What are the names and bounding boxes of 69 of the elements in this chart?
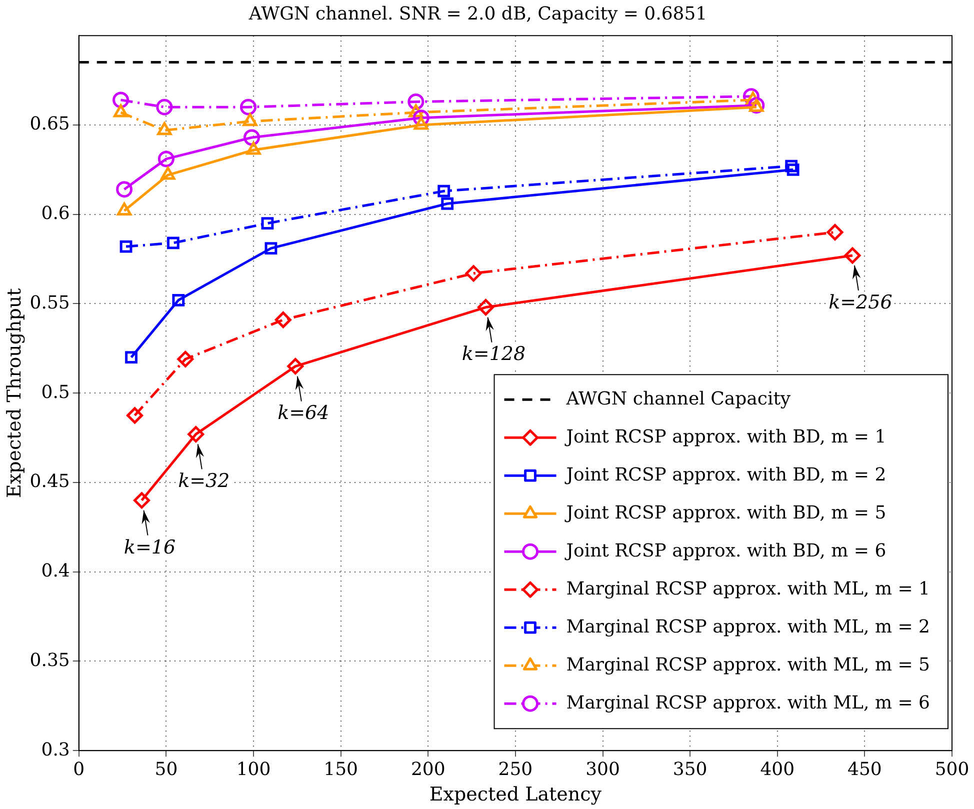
point xyxy=(274,312,292,328)
legend-label: AWGN channel Capacity xyxy=(565,388,792,410)
legend-label: Joint RCSP approx. with BD, m = 6 xyxy=(564,540,886,562)
annotation: k=128 xyxy=(462,343,526,366)
point xyxy=(246,142,261,155)
point xyxy=(158,150,174,168)
point xyxy=(414,116,428,130)
point xyxy=(786,163,800,176)
legend-label: Joint RCSP approx. with BD, m = 5 xyxy=(564,502,886,524)
point xyxy=(160,166,176,180)
point xyxy=(438,184,450,198)
x-axis-title: Expected Latency xyxy=(429,784,602,806)
x-tick-label: 250 xyxy=(498,759,533,780)
y-tick-label: 0.35 xyxy=(30,650,70,671)
legend-label: Marginal RCSP approx. with ML, m = 1 xyxy=(566,578,930,600)
point xyxy=(478,299,494,316)
annotation: k=256 xyxy=(828,291,892,314)
legend-label: Marginal RCSP approx. with ML, m = 2 xyxy=(566,616,930,638)
point xyxy=(156,98,173,116)
legend-label: Marginal RCSP approx. with ML, m = 6 xyxy=(566,692,930,714)
point xyxy=(242,113,258,126)
x-tick-label: 450 xyxy=(848,759,882,780)
point xyxy=(133,492,150,509)
x-tick-label: 300 xyxy=(586,759,620,780)
x-tick-label: 50 xyxy=(154,759,178,780)
x-tick-label: 400 xyxy=(760,759,795,780)
y-tick-label: 0.3 xyxy=(41,739,70,760)
x-tick-label: 200 xyxy=(410,759,446,780)
y-tick-label: 0.45 xyxy=(30,471,70,492)
point xyxy=(166,236,180,250)
point xyxy=(116,181,133,198)
point xyxy=(826,224,844,240)
annotation: k=32 xyxy=(178,470,230,492)
point xyxy=(240,98,257,116)
x-tick-label: 150 xyxy=(324,759,358,780)
point xyxy=(244,129,260,146)
point xyxy=(844,247,861,264)
legend-label: Joint RCSP approx. with BD, m = 1 xyxy=(564,426,886,448)
point xyxy=(264,242,278,255)
legend-label: Joint RCSP approx. with BD, m = 2 xyxy=(564,464,886,486)
point xyxy=(188,426,204,442)
point xyxy=(125,351,138,364)
x-tick-label: 500 xyxy=(934,759,970,780)
annotation: k=64 xyxy=(278,402,330,424)
point xyxy=(157,122,172,136)
point xyxy=(126,407,144,424)
legend-label: Marginal RCSP approx. with ML, m = 5 xyxy=(566,654,930,676)
y-tick-label: 0.4 xyxy=(41,560,70,582)
y-tick-label: 0.5 xyxy=(41,382,70,403)
y-tick-label: 0.6 xyxy=(41,203,70,224)
point xyxy=(120,240,132,253)
y-tick-label: 0.65 xyxy=(30,114,70,135)
x-tick-label: 0 xyxy=(73,759,85,780)
point xyxy=(287,358,304,375)
point xyxy=(785,160,798,172)
point xyxy=(177,350,194,368)
point xyxy=(113,104,128,118)
y-tick-label: 0.55 xyxy=(30,292,70,314)
annotation: k=16 xyxy=(124,536,176,558)
point xyxy=(441,197,454,210)
point xyxy=(116,202,132,216)
x-tick-label: 350 xyxy=(672,759,708,780)
point xyxy=(465,265,482,282)
x-tick-label: 100 xyxy=(236,759,271,780)
point xyxy=(261,217,274,230)
y-axis-title: Expected Throughput xyxy=(3,288,26,498)
point xyxy=(172,294,185,306)
point xyxy=(112,92,130,108)
chart-title: AWGN channel. SNR = 2.0 dB, Capacity = 0.6851 xyxy=(248,3,708,24)
